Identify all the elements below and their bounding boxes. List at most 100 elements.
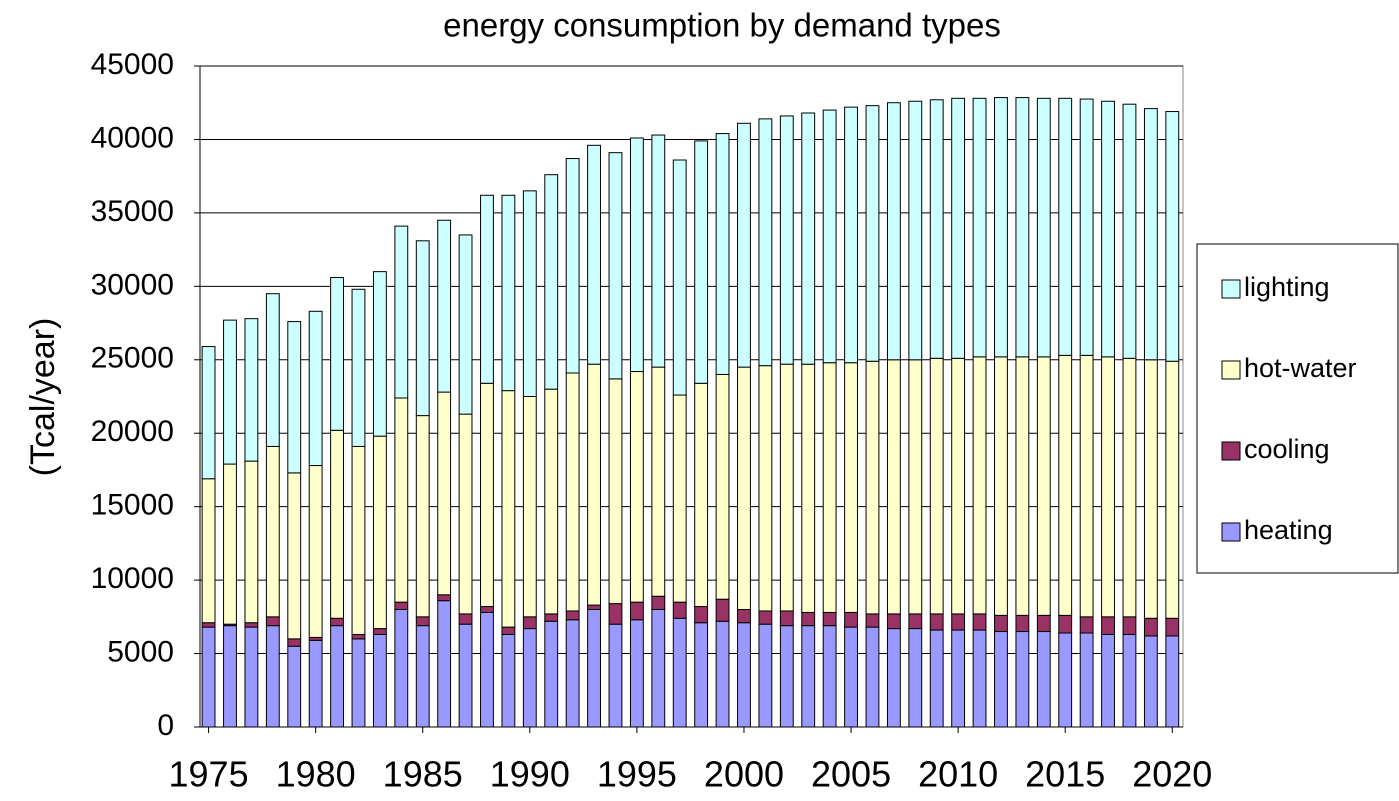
bar-segment — [458, 413, 473, 615]
bar-segment — [715, 620, 730, 728]
bar-segment — [437, 391, 452, 596]
legend-label: lighting — [1244, 272, 1330, 302]
bar-segment — [651, 134, 666, 368]
bar-segment — [929, 629, 944, 728]
bar-segment — [522, 396, 537, 618]
bar-segment — [394, 601, 409, 610]
bar-segment — [1079, 98, 1094, 356]
bar-segment — [865, 360, 880, 615]
bar-segment — [415, 415, 430, 618]
bar-segment — [651, 608, 666, 728]
bar-segment — [737, 622, 751, 728]
bar-segment — [501, 626, 516, 635]
bar-segment — [522, 616, 537, 630]
bar-segment — [201, 478, 216, 624]
bar-segment — [694, 382, 709, 608]
bar-segment — [458, 613, 473, 625]
bar-segment — [737, 366, 751, 610]
bar-segment — [758, 623, 773, 728]
bar-segment — [801, 112, 816, 365]
bar-segment — [672, 394, 687, 603]
bar-segment — [458, 623, 473, 728]
bar-segment — [651, 366, 666, 597]
bar-segment — [394, 225, 409, 399]
bar-segment — [1058, 614, 1073, 634]
bar-segment — [587, 363, 601, 606]
bar-segment — [1165, 111, 1180, 362]
bar-segment — [779, 363, 794, 612]
bar-segment — [608, 152, 623, 380]
bar-segment — [201, 626, 216, 728]
bar-segment — [737, 608, 751, 624]
bar-segment — [1079, 616, 1094, 634]
bar-segment — [244, 626, 259, 728]
bar-segment — [844, 106, 858, 364]
x-tick-label: 1990 — [490, 754, 570, 795]
bar-segment — [372, 435, 387, 630]
bar-segment — [1101, 100, 1115, 358]
bar-segment — [865, 626, 880, 728]
bar-segment — [1015, 356, 1030, 616]
bar-segment — [244, 460, 259, 624]
legend-swatch — [1221, 360, 1241, 380]
bar-segment — [458, 234, 473, 415]
bar-segment — [1122, 103, 1137, 359]
bar-segment — [308, 310, 323, 467]
bar-segment — [351, 633, 366, 640]
plot-area — [199, 65, 1184, 728]
bar-segment — [265, 616, 280, 627]
bar-segment — [865, 613, 880, 628]
bar-segment — [1058, 354, 1073, 616]
y-tick-label: 20000 — [91, 415, 174, 448]
bar-segment — [972, 613, 987, 631]
bar-segment — [544, 613, 559, 622]
bar-segment — [951, 613, 966, 631]
bar-segment — [994, 631, 1008, 728]
bar-segment — [351, 288, 366, 447]
bar-segment — [565, 619, 580, 728]
legend-label: heating — [1244, 515, 1333, 545]
bar-segment — [1079, 632, 1094, 728]
bar-segment — [844, 626, 858, 728]
legend-swatch — [1221, 279, 1241, 299]
bar-segment — [287, 645, 302, 728]
y-axis-label: (Tcal/year) — [24, 318, 62, 477]
bar-segment — [737, 122, 751, 368]
bar-segment — [565, 610, 580, 621]
y-tick-label: 35000 — [91, 195, 174, 228]
x-tick-label: 1995 — [597, 754, 677, 795]
bar-segment — [865, 105, 880, 362]
bar-segment — [223, 319, 237, 465]
bar-segment — [330, 625, 344, 728]
bar-segment — [1122, 616, 1137, 635]
legend-box — [1196, 243, 1399, 574]
bar-segment — [480, 606, 494, 613]
bar-segment — [1079, 354, 1094, 618]
bar-segment — [908, 613, 923, 630]
bar-segment — [415, 616, 430, 627]
bar-segment — [886, 613, 901, 630]
bar-segment — [330, 617, 344, 627]
bar-segment — [779, 115, 794, 365]
bar-segment — [287, 321, 302, 474]
bar-segment — [972, 356, 987, 615]
bar-segment — [672, 159, 687, 396]
bar-segment — [501, 390, 516, 628]
y-tick-label: 45000 — [91, 48, 174, 81]
y-tick-label: 5000 — [107, 635, 174, 668]
bar-segment — [844, 611, 858, 628]
x-tick-label: 2015 — [1025, 754, 1105, 795]
bar-segment — [201, 622, 216, 628]
bar-segment — [1165, 617, 1180, 637]
bar-segment — [308, 465, 323, 638]
bar-segment — [544, 388, 559, 615]
bar-segment — [908, 100, 923, 361]
bar-segment — [480, 382, 494, 608]
bar-segment — [886, 628, 901, 728]
bar-segment — [415, 240, 430, 417]
bar-segment — [929, 357, 944, 615]
bar-segment — [822, 611, 837, 627]
bar-segment — [372, 628, 387, 635]
bar-segment — [694, 622, 709, 728]
